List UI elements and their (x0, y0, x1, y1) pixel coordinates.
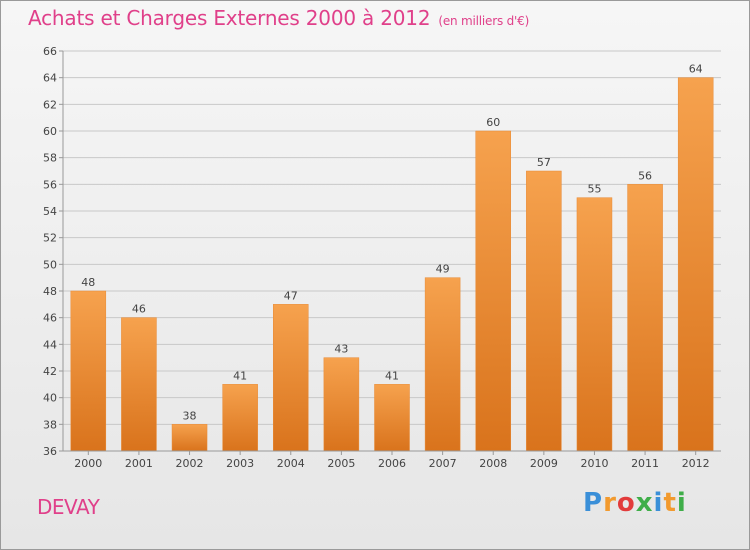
x-tick-label: 2004 (277, 457, 305, 470)
bar (424, 277, 461, 452)
bar-value-label: 41 (233, 369, 247, 382)
logo-letter: i (676, 488, 687, 518)
bar-value-label: 60 (486, 116, 500, 129)
bar (323, 357, 360, 452)
y-tick-label: 38 (43, 418, 57, 431)
y-tick-label: 64 (43, 72, 57, 85)
bar-value-label: 43 (334, 343, 348, 356)
y-tick-label: 56 (43, 178, 57, 191)
bar (374, 384, 410, 452)
x-tick-label: 2005 (327, 457, 355, 470)
bar (171, 424, 208, 452)
y-tick-label: 60 (43, 125, 57, 138)
bar-value-label: 38 (183, 409, 197, 422)
x-tick-label: 2000 (74, 457, 102, 470)
chart-subtitle: (en milliers d'€) (438, 14, 530, 28)
x-tick-label: 2012 (682, 457, 710, 470)
x-tick-label: 2003 (226, 457, 254, 470)
y-tick-label: 62 (43, 98, 57, 111)
y-tick-label: 58 (43, 152, 57, 165)
chart-title-text: Achats et Charges Externes 2000 à 2012 (28, 6, 431, 30)
bar-value-label: 55 (587, 183, 601, 196)
x-tick-label: 2007 (429, 457, 457, 470)
bar-value-label: 46 (132, 303, 146, 316)
x-tick-label: 2009 (530, 457, 558, 470)
grid-lines (63, 50, 721, 425)
bar-value-label: 56 (638, 169, 652, 182)
bar-value-label: 64 (689, 63, 703, 76)
bar (222, 384, 258, 452)
axes (59, 50, 721, 455)
proxiti-logo: Proxiti (583, 488, 687, 518)
bar (121, 317, 157, 452)
bar (273, 304, 309, 452)
x-tick-label: 2008 (479, 457, 507, 470)
bar (475, 130, 511, 452)
logo-letter: o (616, 488, 636, 518)
bar (627, 184, 663, 452)
y-tick-label: 42 (43, 365, 57, 378)
logo-letter: P (583, 488, 604, 518)
bar-value-label: 41 (385, 369, 399, 382)
y-tick-label: 50 (43, 258, 57, 271)
x-tick-label: 2011 (631, 457, 659, 470)
bar (526, 170, 562, 452)
bar (576, 197, 613, 452)
x-tick-label: 2001 (125, 457, 153, 470)
y-tick-label: 36 (43, 445, 57, 458)
y-tick-label: 44 (43, 338, 57, 351)
x-tick-label: 2002 (176, 457, 204, 470)
logo-letter: i (653, 488, 664, 518)
logo-letter: r (603, 488, 617, 518)
bar (677, 77, 714, 452)
logo-letter: x (635, 488, 654, 518)
y-tick-label: 66 (43, 45, 57, 58)
bar (70, 290, 107, 452)
bar-value-label: 49 (436, 263, 450, 276)
x-tick-label: 2010 (580, 457, 608, 470)
bar-value-label: 47 (284, 289, 298, 302)
x-tick-label: 2006 (378, 457, 406, 470)
bar-value-label: 48 (81, 276, 95, 289)
logo-letter: t (663, 488, 677, 518)
y-tick-label: 40 (43, 392, 57, 405)
labels: 36 38 40 42 44 46 48 50 52 54 56 58 60 62 64 66 48 2000 46… (43, 45, 710, 470)
y-tick-label: 46 (43, 312, 57, 325)
chart-title: Achats et Charges Externes 2000 à 2012 (e… (28, 6, 529, 30)
bar-value-label: 57 (537, 156, 551, 169)
y-tick-label: 54 (43, 205, 57, 218)
commune-name: DEVAY (37, 495, 100, 519)
y-tick-label: 48 (43, 285, 57, 298)
bars (70, 77, 714, 452)
y-tick-label: 52 (43, 232, 57, 245)
